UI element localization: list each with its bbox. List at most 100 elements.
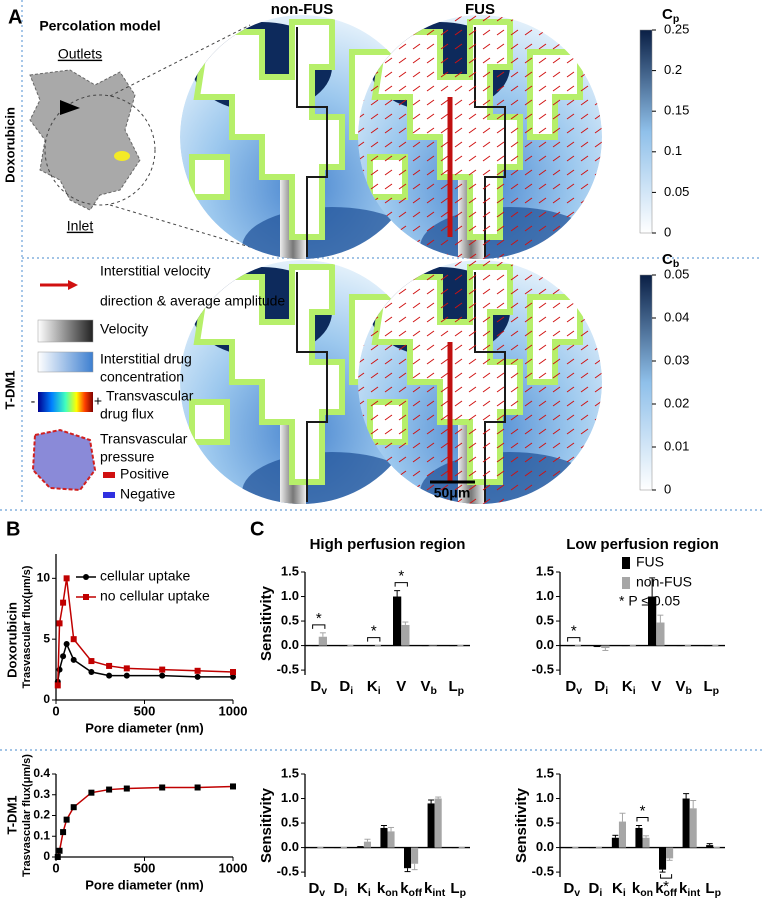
bar bbox=[401, 624, 410, 646]
significance-star: * bbox=[663, 878, 669, 895]
y-tick-label: 0.5 bbox=[536, 814, 554, 829]
row-label: Doxorubicin bbox=[4, 602, 19, 678]
legend-label: non-FUS bbox=[636, 574, 692, 590]
x-tick-label: 0 bbox=[52, 703, 59, 718]
row-label: T-DM1 bbox=[4, 796, 19, 835]
marker bbox=[230, 673, 236, 680]
chart-title: High perfusion region bbox=[310, 536, 466, 553]
colorbar-tick-label: 0.01 bbox=[664, 438, 689, 453]
significance-star: * bbox=[571, 623, 577, 640]
x-tick-label: Di bbox=[588, 880, 602, 899]
y-tick-label: -0.5 bbox=[277, 662, 299, 677]
x-tick-label: Dv bbox=[308, 880, 325, 899]
marker bbox=[70, 804, 77, 811]
legend-marker bbox=[83, 594, 89, 600]
text-part: L bbox=[703, 678, 712, 695]
marker bbox=[230, 669, 236, 676]
text-part: off bbox=[409, 887, 423, 899]
bar bbox=[682, 798, 690, 848]
marker bbox=[194, 673, 201, 680]
marker bbox=[159, 666, 166, 673]
text-part: V bbox=[421, 678, 431, 695]
x-tick-label: Dv bbox=[563, 880, 580, 899]
legend-text: Transvascular bbox=[106, 388, 194, 404]
text-part: off bbox=[664, 887, 678, 899]
bar bbox=[618, 821, 626, 848]
y-tick-label: -0.5 bbox=[532, 864, 554, 879]
panel-label: A bbox=[8, 6, 22, 28]
x-tick-label: Ki bbox=[367, 678, 381, 697]
text-part: L bbox=[448, 678, 457, 695]
significance-bracket bbox=[312, 624, 326, 629]
marker bbox=[54, 682, 61, 689]
y-tick-label: 0.5 bbox=[536, 612, 554, 627]
x-tick-label: Vb bbox=[421, 678, 437, 697]
significance-bracket bbox=[660, 874, 673, 879]
legend-text: + bbox=[94, 393, 102, 409]
colorbar-tick-label: 0.1 bbox=[664, 143, 682, 158]
text-part: K bbox=[357, 880, 368, 897]
legend-text: direction & average amplitude bbox=[100, 293, 285, 309]
marker bbox=[63, 816, 70, 823]
x-tick-label: Dv bbox=[565, 678, 582, 697]
panel-label: C bbox=[250, 518, 264, 540]
legend-text: Velocity bbox=[100, 321, 148, 337]
y-tick-label: 0.2 bbox=[33, 808, 50, 822]
y-tick-label: 0 bbox=[43, 692, 50, 706]
legend-text: Interstitial drug bbox=[100, 351, 192, 367]
text-part: V bbox=[651, 678, 661, 695]
text-part: D bbox=[563, 880, 574, 897]
marker bbox=[56, 620, 63, 627]
y-tick-label: 1.5 bbox=[281, 563, 299, 578]
colorbar-tick-label: 0.04 bbox=[664, 309, 689, 324]
significance-bracket bbox=[394, 582, 408, 587]
marker bbox=[88, 789, 95, 796]
marker bbox=[60, 599, 67, 606]
text-part: v bbox=[319, 887, 325, 899]
colorbar bbox=[639, 274, 653, 491]
inlet-label: Inlet bbox=[67, 218, 94, 234]
text-part: i bbox=[599, 887, 602, 899]
y-tick-label: 1.5 bbox=[536, 765, 554, 780]
bar bbox=[434, 798, 442, 848]
bar bbox=[380, 827, 388, 848]
text-part: V bbox=[676, 678, 686, 695]
x-tick-label: 500 bbox=[134, 703, 156, 718]
x-tick-label: 500 bbox=[134, 860, 156, 875]
y-axis-label: Sensitivity bbox=[513, 787, 530, 863]
marker bbox=[70, 656, 77, 663]
model-title: Percolation model bbox=[39, 18, 160, 34]
x-tick-label: Ki bbox=[357, 880, 371, 899]
bar bbox=[393, 596, 402, 646]
y-tick-label: 0.5 bbox=[281, 814, 299, 829]
marker bbox=[88, 658, 95, 665]
marker bbox=[159, 672, 166, 679]
marker bbox=[60, 829, 67, 836]
y-tick-label: 1.0 bbox=[536, 588, 554, 603]
x-axis-label: Pore diameter (nm) bbox=[85, 877, 203, 892]
y-tick-label: 0.3 bbox=[33, 787, 50, 801]
marker bbox=[230, 783, 236, 790]
x-tick-label: Di bbox=[594, 678, 608, 697]
marker bbox=[63, 575, 70, 582]
bar bbox=[387, 831, 395, 848]
y-axis-label: Trasvascular flux(μm/s) bbox=[21, 565, 33, 688]
marker bbox=[60, 653, 67, 660]
bar bbox=[648, 596, 657, 646]
bar bbox=[611, 837, 619, 848]
text-part: k bbox=[400, 880, 409, 897]
text-part: v bbox=[576, 685, 582, 697]
text-part: k bbox=[424, 880, 433, 897]
y-tick-label: 0 bbox=[43, 849, 50, 863]
x-tick-label: Ki bbox=[612, 880, 626, 899]
y-tick-label: -0.5 bbox=[277, 864, 299, 879]
significance-star: * bbox=[398, 568, 404, 585]
legend-label: FUS bbox=[636, 554, 664, 570]
simulation-image bbox=[358, 260, 602, 504]
marker bbox=[106, 786, 113, 793]
x-tick-label: V bbox=[396, 678, 406, 695]
text-part: on bbox=[385, 887, 398, 899]
x-tick-label: Lp bbox=[450, 880, 466, 899]
legend-text: pressure bbox=[100, 449, 155, 465]
bar bbox=[411, 847, 419, 864]
